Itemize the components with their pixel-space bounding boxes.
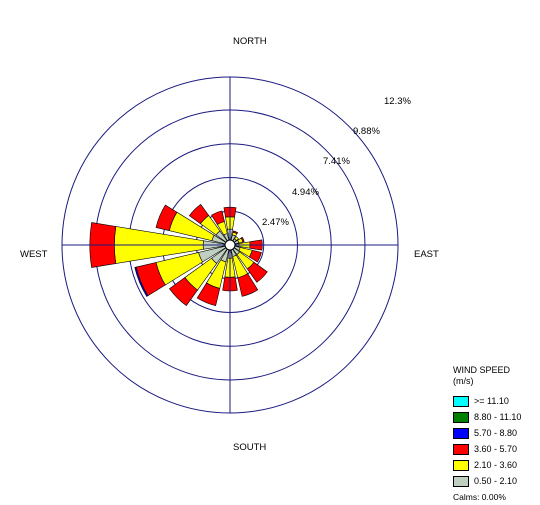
petal-sw-s3 (169, 277, 198, 306)
legend-label-2: 8.80 - 11.10 (474, 412, 522, 422)
legend-units: (m/s) (453, 376, 474, 386)
ring-label-5: 12.3% (384, 96, 411, 107)
legend-label-1: >= 11.10 (474, 396, 509, 406)
center-hub (224, 239, 236, 251)
legend-entry-5: 2.10 - 3.60 (453, 457, 537, 473)
legend-swatch-2 (453, 411, 469, 423)
west-label: WEST (20, 249, 48, 260)
petal-nw-s3 (188, 203, 210, 225)
petal-sse-s3 (237, 273, 259, 297)
legend-entry-3: 5.70 - 8.80 (453, 425, 537, 441)
petal-se-s3 (246, 261, 268, 283)
petal-ne-s2 (234, 236, 239, 241)
north-label: NORTH (233, 36, 267, 47)
east-label: EAST (414, 249, 439, 260)
legend-swatch-3 (453, 427, 469, 439)
petal-ene-s3 (240, 236, 245, 243)
petal-nne-s3 (232, 230, 239, 235)
west-label-bg (19, 249, 49, 260)
legend-title: WIND SPEED (453, 365, 511, 375)
north-label-bg (232, 36, 268, 47)
axis-group (62, 77, 398, 413)
ring-label-3: 7.41% (323, 156, 350, 167)
ring-label-2: 4.94% (292, 187, 319, 198)
petal-group (89, 203, 268, 307)
label-group: NORTH SOUTH EAST WEST 2.47% 4.94% 7.41% … (19, 36, 441, 453)
legend-label-3: 5.70 - 8.80 (474, 428, 518, 438)
ring-label-1: 2.47% (262, 217, 289, 228)
legend-entry-6: 0.50 - 2.10 (453, 473, 537, 489)
legend-entry-1: >= 11.10 (453, 393, 537, 409)
petal-ssw-s3 (196, 282, 221, 307)
petal-wnw-s3 (155, 204, 178, 232)
east-label-bg (413, 249, 441, 260)
legend-swatch-4 (453, 443, 469, 455)
petal-wsw-s4 (134, 266, 149, 297)
legend-swatch-5 (453, 459, 469, 471)
legend-swatch-1 (453, 395, 469, 407)
petal-nnw-s3 (211, 210, 225, 225)
petal-ese-s3 (248, 249, 262, 263)
legend-label-4: 3.60 - 5.70 (474, 444, 518, 454)
legend-label-5: 2.10 - 3.60 (474, 460, 518, 470)
calms-text: Calms: 0.00% (453, 492, 506, 502)
legend-entry-4: 3.60 - 5.70 (453, 441, 537, 457)
legend: WIND SPEED (m/s) >= 11.10 8.80 - 11.10 5… (453, 365, 537, 502)
ring-label-4: 9.88% (353, 126, 380, 137)
south-label: SOUTH (233, 442, 266, 453)
south-label-bg (232, 442, 268, 453)
legend-entry-2: 8.80 - 11.10 (453, 409, 537, 425)
legend-swatch-6 (453, 475, 469, 487)
legend-label-6: 0.50 - 2.10 (474, 476, 518, 486)
